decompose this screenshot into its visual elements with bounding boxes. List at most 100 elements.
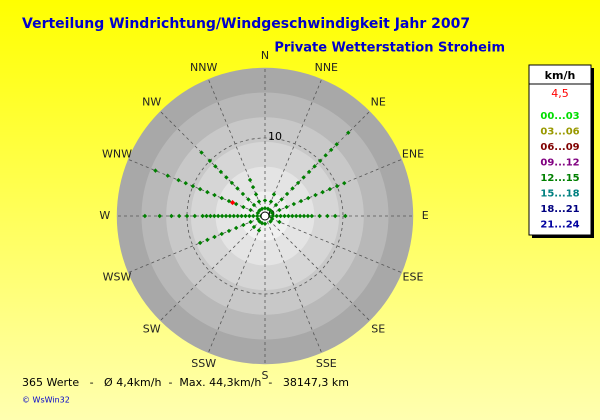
chart-title: Verteilung Windrichtung/Windgeschwindigk… (22, 16, 470, 32)
legend-entry: 21...24 (540, 220, 579, 231)
point (247, 213, 252, 219)
direction-label: N (261, 49, 269, 62)
mean-label: 4,5 (551, 87, 569, 100)
point (213, 164, 218, 169)
point (218, 169, 224, 175)
point (227, 213, 233, 219)
point (250, 184, 256, 190)
legend-entry: 18...21 (540, 204, 579, 215)
point (142, 213, 148, 219)
point (279, 197, 284, 202)
point (284, 204, 289, 210)
center (260, 211, 270, 221)
point (165, 173, 170, 178)
plot-area: NNNENEENEEESESESSESSSWSWWSWWWNWNWNNW010 (99, 49, 428, 382)
point (253, 192, 259, 197)
point (301, 213, 307, 219)
point (184, 213, 190, 219)
point (240, 191, 246, 197)
direction-label: NNE (315, 61, 338, 74)
point (212, 234, 217, 240)
point (199, 150, 204, 155)
point (219, 231, 224, 237)
point (255, 213, 260, 219)
point (207, 158, 213, 164)
direction-label: SE (371, 322, 385, 335)
point (317, 158, 323, 164)
point (176, 177, 181, 183)
point (273, 202, 279, 208)
point (153, 168, 158, 173)
point (212, 192, 217, 198)
legend-entry: 12...15 (540, 173, 579, 184)
point (251, 224, 257, 230)
point (248, 219, 253, 225)
point (295, 180, 301, 186)
direction-label: SW (143, 322, 161, 335)
point (241, 204, 246, 210)
point (233, 201, 239, 207)
point (235, 213, 240, 219)
direction-label: E (422, 209, 429, 222)
legend-entry: 03...06 (540, 127, 579, 138)
point (241, 222, 246, 228)
point (277, 207, 282, 213)
mean-point (229, 199, 236, 206)
point (205, 237, 210, 243)
point (223, 213, 229, 219)
point (306, 195, 311, 201)
point (282, 213, 287, 219)
point (256, 199, 262, 204)
point (243, 213, 248, 219)
spoke (264, 215, 323, 354)
point (325, 213, 330, 219)
point (268, 199, 274, 204)
point (231, 213, 236, 219)
point (229, 180, 235, 186)
point (239, 213, 244, 219)
spoke (159, 215, 266, 322)
credit: © WsWin32 (22, 396, 70, 405)
point (343, 213, 348, 219)
point (271, 192, 277, 197)
point (262, 206, 268, 211)
point (197, 186, 203, 192)
point (235, 186, 240, 191)
point (298, 198, 304, 204)
point (320, 189, 325, 195)
point (284, 191, 290, 197)
point (204, 213, 209, 219)
point (268, 219, 273, 224)
point (327, 186, 333, 192)
point (297, 213, 303, 219)
grid-ring (186, 137, 344, 295)
point (333, 213, 338, 219)
direction-label: ENE (402, 148, 424, 161)
point (305, 213, 311, 219)
point (216, 213, 221, 219)
direction-label: SSE (316, 357, 337, 370)
point (192, 213, 197, 219)
point (306, 169, 312, 175)
point (265, 206, 271, 211)
legend-box (528, 64, 592, 236)
spoke (264, 215, 403, 274)
spoke (207, 215, 266, 354)
point (208, 213, 213, 219)
point (197, 240, 203, 246)
point (290, 213, 295, 219)
point (309, 213, 314, 219)
point (190, 183, 196, 189)
point (200, 213, 205, 219)
stats: 365 Werte - Ø 4,4km/h - Max. 44,3km/h - … (22, 376, 349, 389)
point (251, 202, 257, 208)
legend: 00...03 03...06 06...09 09...12 12...15 15...… (540, 111, 579, 231)
point (317, 213, 322, 219)
direction-label: NNW (190, 61, 217, 74)
point (334, 142, 339, 147)
point (248, 207, 253, 213)
point (277, 219, 282, 225)
legend-entry: 00...03 (540, 111, 579, 122)
point (226, 198, 232, 204)
